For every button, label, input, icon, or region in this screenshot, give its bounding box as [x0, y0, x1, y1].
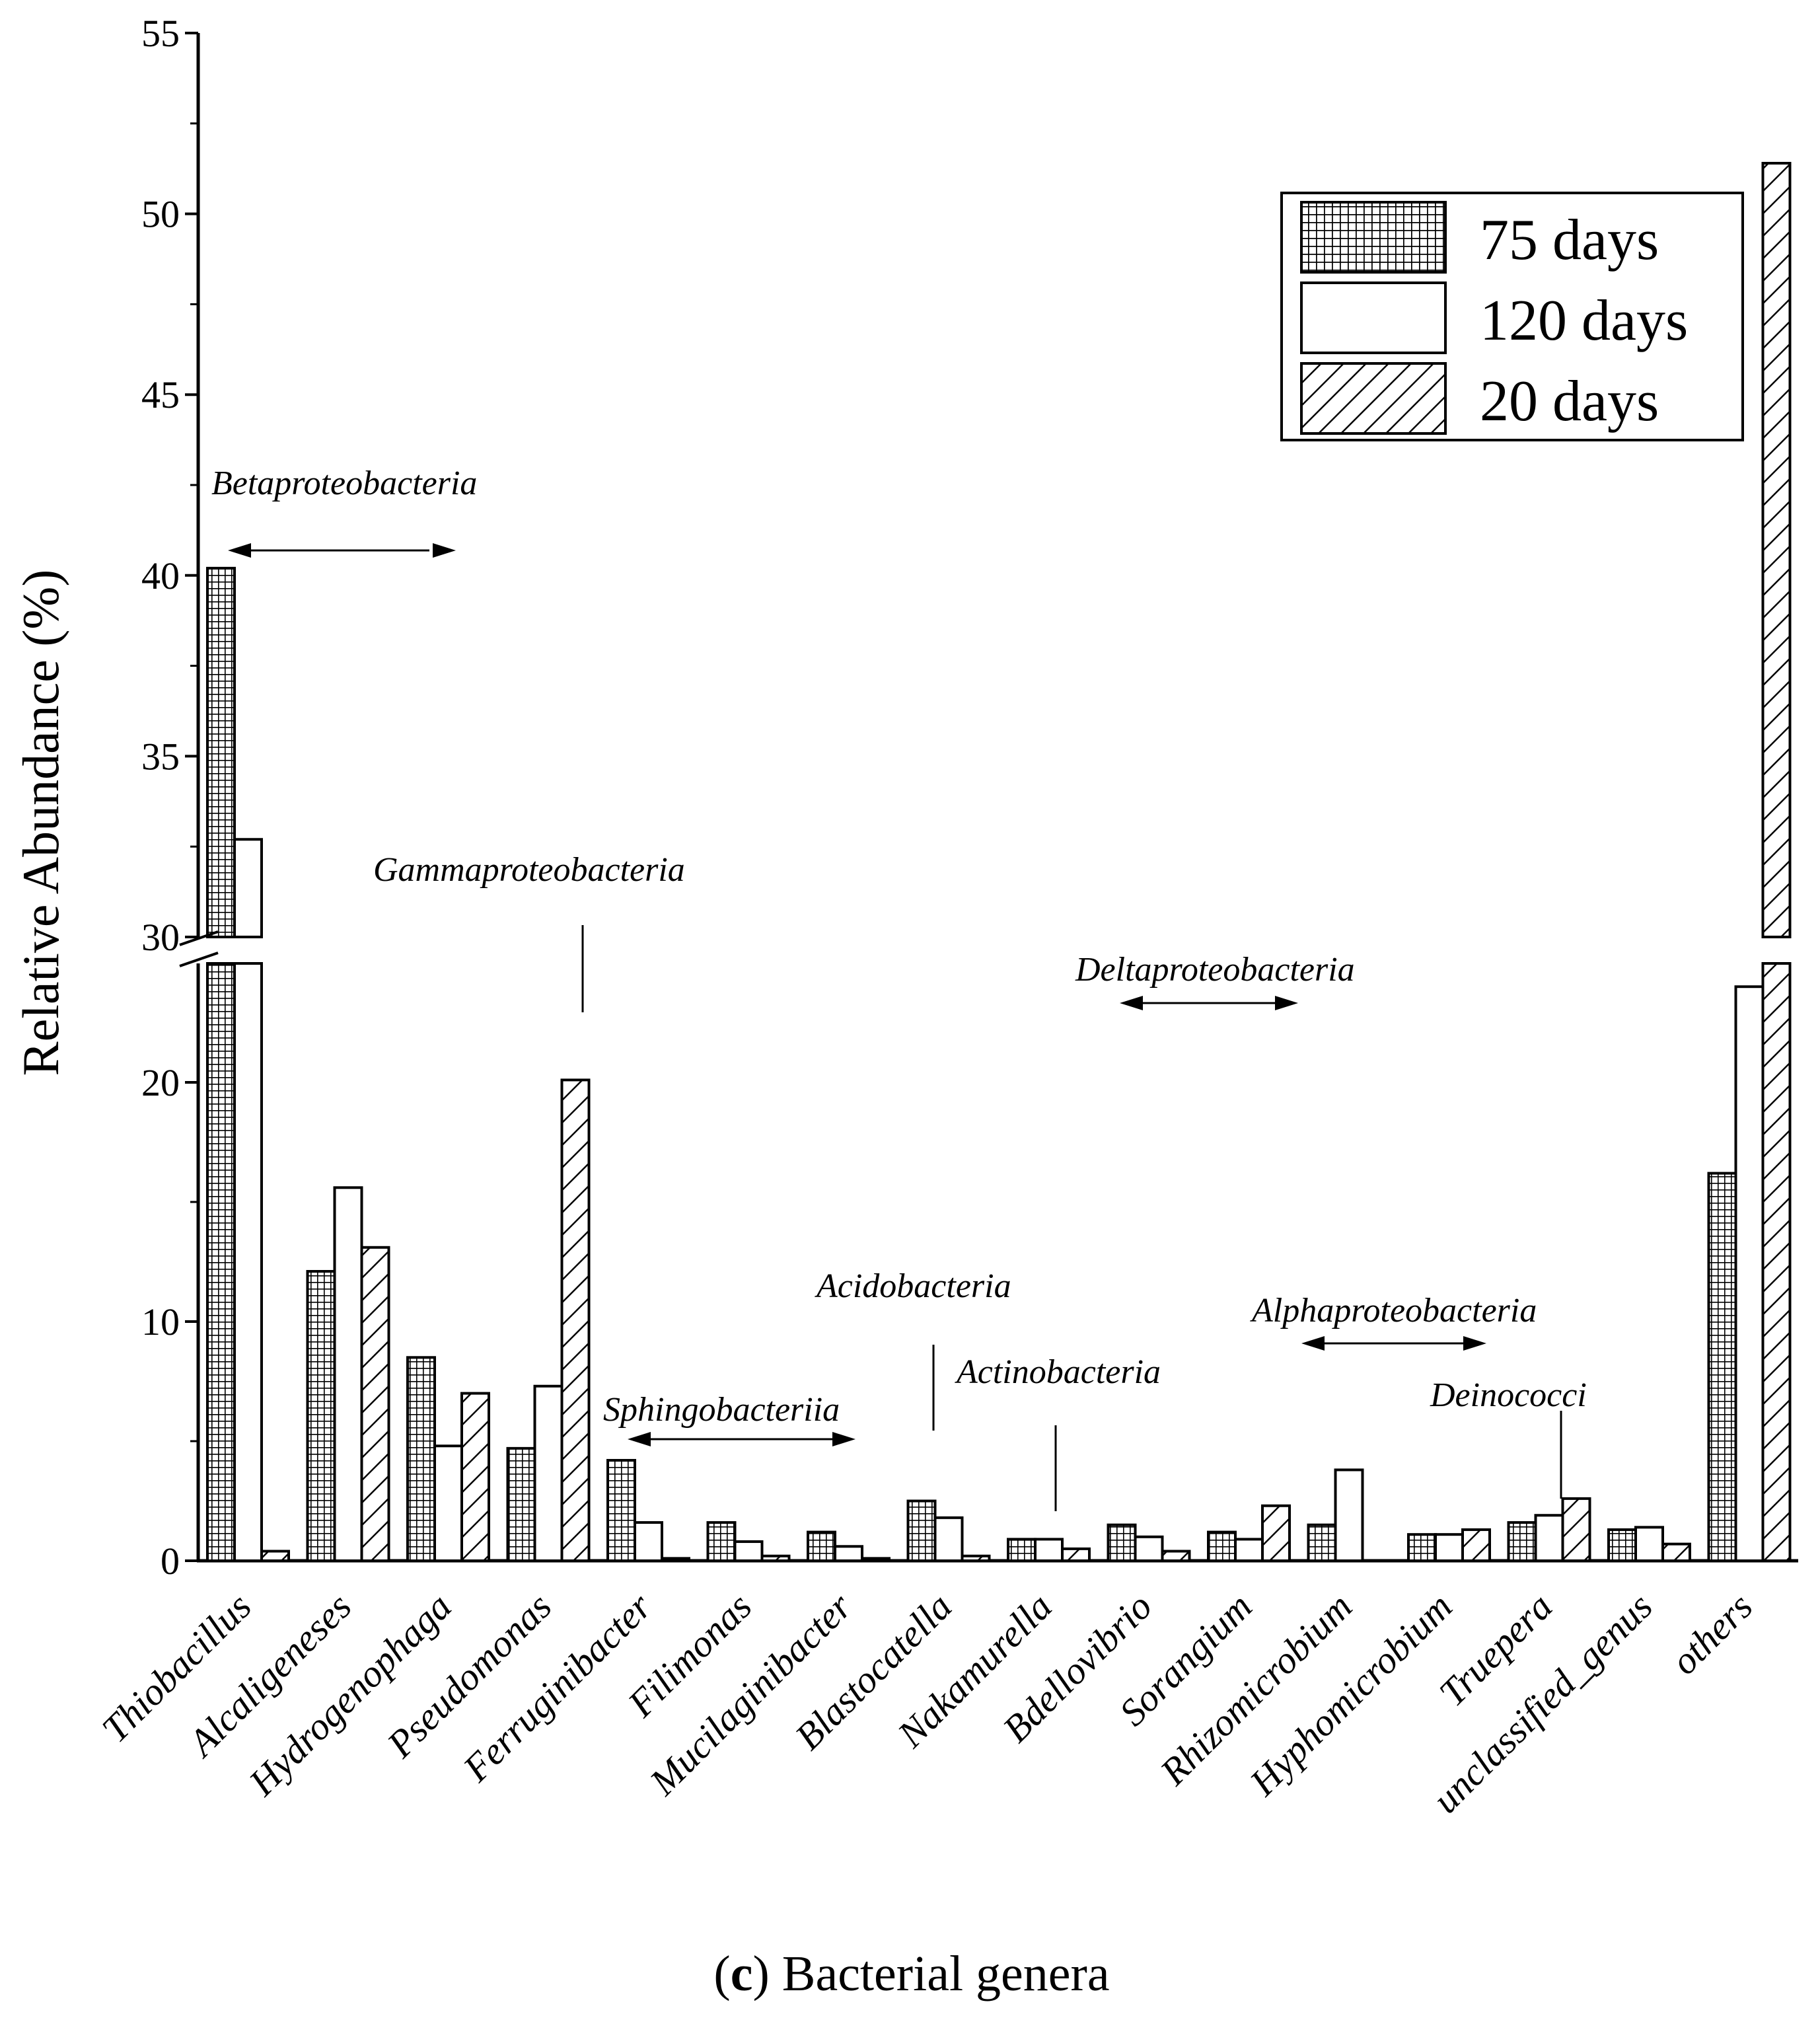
- bars: [206, 161, 1792, 1563]
- actinobacteria-label: Actinobacteria: [955, 1353, 1161, 1391]
- bar-others-20-days: [1761, 161, 1792, 1562]
- bar-ferruginibacter-20-days: [661, 1557, 690, 1562]
- x-axis-title: (c) Bacterial genera: [713, 1946, 1109, 2001]
- axis-break-marks: [179, 930, 219, 967]
- bar-sorangium-75-days: [1207, 1530, 1237, 1563]
- y-axis: 0 10 20 30 35 40 45 50 55: [141, 12, 200, 1583]
- y-tick-label: 45: [141, 373, 180, 416]
- gammaproteobacteria-label: Gammaproteobacteria: [373, 851, 685, 889]
- sphingobacteriia-arrow: [628, 1432, 855, 1446]
- alphaproteobacteria-arrow: [1301, 1336, 1486, 1351]
- bar-truepera-75-days: [1507, 1521, 1537, 1563]
- bar-mucilaginibacter-120-days: [834, 1545, 863, 1563]
- bar-hyphomicrobium-20-days: [1461, 1528, 1491, 1562]
- y-tick-label: 0: [161, 1540, 180, 1583]
- bar-hydrogenophaga-120-days: [433, 1444, 463, 1562]
- bar-nakamurella-75-days: [1007, 1538, 1037, 1562]
- bar-alcaligeneses-20-days: [360, 1246, 390, 1563]
- group-annotations: Betaproteobacteria Gammaproteobacteria D…: [211, 465, 1587, 1511]
- y-tick-label: 10: [141, 1300, 180, 1343]
- bar-hydrogenophaga-20-days: [460, 1392, 490, 1563]
- deltaproteobacteria-arrow: [1120, 996, 1298, 1010]
- y-tick-label: 35: [141, 735, 180, 778]
- bar-blastocatella-120-days: [933, 1516, 964, 1563]
- legend-label-75-days: 75 days: [1480, 208, 1659, 272]
- y-tick-label: 20: [141, 1061, 180, 1104]
- bar-pseudomonas-20-days: [560, 1078, 591, 1562]
- y-tick-label: 40: [141, 554, 180, 597]
- bar-bdellovibrio-20-days: [1161, 1550, 1191, 1563]
- axis-break-slash: [179, 930, 219, 946]
- y-tick-label: 50: [141, 193, 180, 236]
- bar-unclassified-genus-20-days: [1661, 1542, 1691, 1562]
- y-ticks: 0 10 20 30 35 40 45 50 55: [141, 12, 198, 1583]
- alphaproteobacteria-label: Alphaproteobacteria: [1250, 1292, 1537, 1329]
- bar-truepera-120-days: [1534, 1514, 1564, 1562]
- category-labels: ThiobacillusAlcaligenesesHydrogenophagaP…: [94, 1585, 1761, 1821]
- bar-bdellovibrio-75-days: [1107, 1523, 1137, 1562]
- bar-sorangium-120-days: [1234, 1538, 1264, 1562]
- bar-truepera-20-days: [1561, 1497, 1591, 1562]
- bar-unclassified-genus-120-days: [1634, 1526, 1664, 1563]
- bar-thiobacillus-75-days: [206, 566, 236, 1562]
- bar-blastocatella-75-days: [906, 1499, 937, 1562]
- bar-nakamurella-120-days: [1034, 1538, 1064, 1562]
- bar-ferruginibacter-120-days: [634, 1521, 663, 1563]
- bar-hyphomicrobium-75-days: [1407, 1533, 1437, 1562]
- bar-others-120-days: [1734, 985, 1765, 1562]
- y-tick-label: 55: [141, 12, 180, 55]
- bar-filimonas-120-days: [733, 1540, 764, 1563]
- legend-swatch-75-days: [1300, 201, 1447, 274]
- bar-hydrogenophaga-75-days: [406, 1356, 436, 1563]
- bar-alcaligeneses-75-days: [306, 1269, 336, 1562]
- sphingobacteriia-label: Sphingobacteriia: [603, 1391, 840, 1429]
- bar-pseudomonas-75-days: [506, 1446, 536, 1563]
- y-axis-title: Relative Abundance (%): [12, 570, 69, 1076]
- bar-filimonas-20-days: [760, 1554, 791, 1563]
- bar-filimonas-75-days: [706, 1521, 737, 1563]
- y-tick-label: 30: [141, 916, 180, 959]
- bar-thiobacillus-120-days: [233, 838, 263, 1562]
- legend-swatch-20-days: [1300, 362, 1447, 435]
- legend: 75 days 120 days 20 days: [1280, 192, 1744, 441]
- bar-thiobacillus-20-days: [260, 1550, 290, 1563]
- bar-nakamurella-20-days: [1061, 1547, 1091, 1562]
- betaproteobacteria-label: Betaproteobacteria: [211, 465, 477, 502]
- axis-break-slash: [179, 952, 219, 967]
- category-label-others: others: [1663, 1585, 1761, 1682]
- betaproteobacteria-arrow: [228, 543, 456, 558]
- bar-alcaligeneses-120-days: [333, 1186, 363, 1562]
- bar-rhizomicrobium-75-days: [1307, 1523, 1337, 1562]
- bar-ferruginibacter-75-days: [606, 1458, 636, 1562]
- bar-mucilaginibacter-75-days: [807, 1530, 836, 1563]
- bar-others-75-days: [1707, 1172, 1737, 1563]
- bar-bdellovibrio-120-days: [1134, 1535, 1164, 1563]
- legend-swatch-120-days: [1300, 281, 1447, 354]
- bar-rhizomicrobium-120-days: [1334, 1468, 1364, 1562]
- legend-label-20-days: 20 days: [1480, 369, 1659, 433]
- bar-mucilaginibacter-20-days: [861, 1557, 891, 1562]
- bar-pseudomonas-120-days: [533, 1384, 564, 1562]
- legend-label-120-days: 120 days: [1480, 289, 1688, 353]
- deltaproteobacteria-label: Deltaproteobacteria: [1075, 951, 1355, 989]
- bar-blastocatella-20-days: [961, 1554, 991, 1563]
- deinococci-label: Deinococci: [1430, 1376, 1587, 1414]
- bar-hyphomicrobium-120-days: [1434, 1533, 1464, 1562]
- bar-sorangium-20-days: [1261, 1504, 1291, 1562]
- bar-unclassified-genus-75-days: [1607, 1528, 1637, 1562]
- acidobacteria-label: Acidobacteria: [815, 1267, 1011, 1305]
